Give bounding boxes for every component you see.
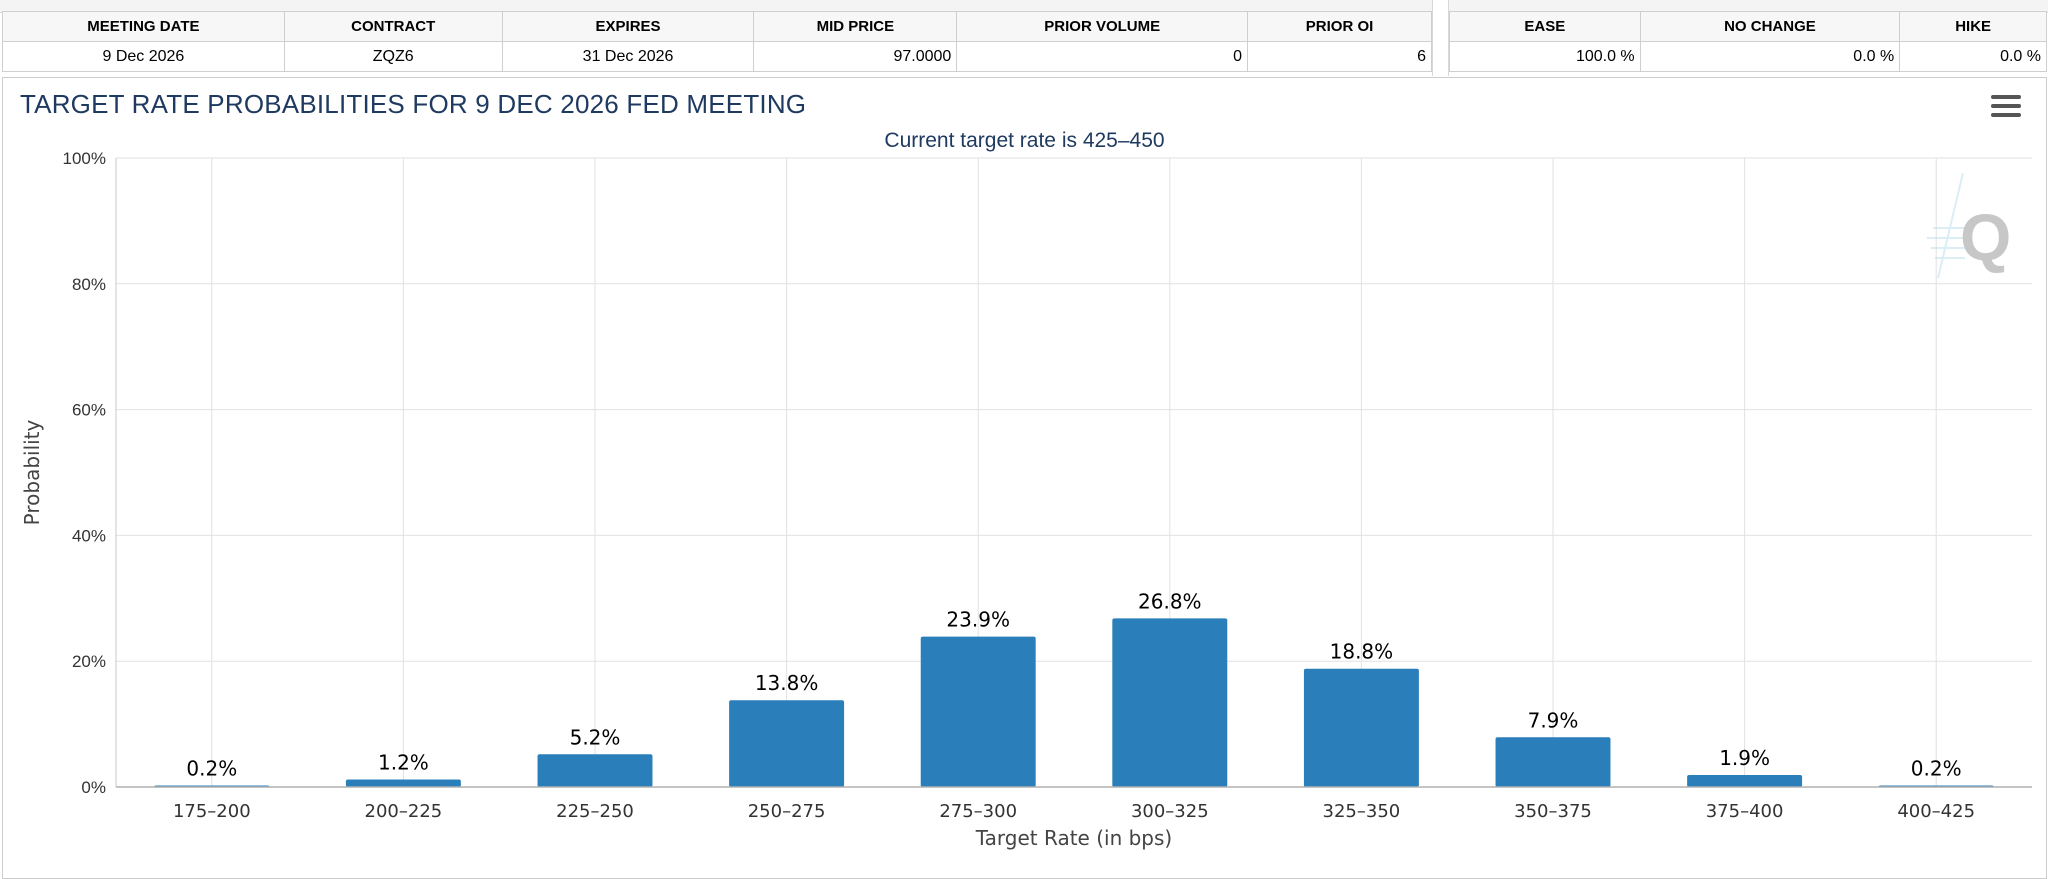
table-row: 100.0 % 0.0 % 0.0 % bbox=[1449, 41, 2047, 72]
chart-title: TARGET RATE PROBABILITIES FOR 9 DEC 2026… bbox=[20, 89, 807, 119]
header-meeting-date: MEETING DATE bbox=[2, 11, 285, 42]
x-tick-label: 250–275 bbox=[748, 801, 826, 822]
svg-text:Q: Q bbox=[1960, 200, 2011, 274]
data-label: 0.2% bbox=[1911, 757, 1962, 781]
x-tick-label: 275–300 bbox=[939, 801, 1017, 822]
chart-subtitle: Current target rate is 425–450 bbox=[884, 129, 1165, 152]
bar-325–350 bbox=[1303, 668, 1419, 787]
bars bbox=[154, 618, 1994, 787]
bar-225–250 bbox=[537, 754, 653, 787]
x-tick-label: 325–350 bbox=[1323, 801, 1401, 822]
q-logo-icon: Q bbox=[1927, 172, 2011, 279]
data-label: 0.2% bbox=[186, 757, 237, 781]
bar-chart: 0.2% 1.2% 5.2% 13.8% 23.9% 26.8% 18.8% 7.9% 1.9%… bbox=[20, 149, 2032, 850]
prob-table-header-row: EASE NO CHANGE HIKE bbox=[1449, 11, 2047, 42]
cell-prior-volume: 0 bbox=[956, 41, 1249, 72]
header-mid-price: MID PRICE bbox=[753, 11, 958, 42]
header-prior-volume: PRIOR VOLUME bbox=[956, 11, 1249, 42]
bar-350–375 bbox=[1495, 737, 1611, 787]
table-row: 9 Dec 2026 ZQZ6 31 Dec 2026 97.0000 0 6 bbox=[2, 41, 1432, 72]
header-hike: HIKE bbox=[1899, 11, 2047, 42]
data-label: 5.2% bbox=[570, 725, 621, 749]
y-tick-label: 20% bbox=[72, 652, 106, 671]
data-label: 7.9% bbox=[1528, 708, 1579, 732]
data-label: 1.9% bbox=[1719, 746, 1770, 770]
y-tick-label: 0% bbox=[81, 778, 106, 797]
data-label: 13.8% bbox=[755, 671, 819, 695]
x-axis-title: Target Rate (in bps) bbox=[975, 826, 1172, 850]
header-prior-oi: PRIOR OI bbox=[1247, 11, 1432, 42]
y-tick-label: 60% bbox=[72, 401, 106, 420]
x-tick-label: 375–400 bbox=[1706, 801, 1784, 822]
bar-200–225 bbox=[345, 779, 461, 787]
cell-no-change: 0.0 % bbox=[1639, 41, 1901, 72]
cell-mid-price: 97.0000 bbox=[753, 41, 958, 72]
header-no-change: NO CHANGE bbox=[1639, 11, 1901, 42]
header-contract: CONTRACT bbox=[283, 11, 503, 42]
cell-expires: 31 Dec 2026 bbox=[501, 41, 755, 72]
data-labels: 0.2% 1.2% 5.2% 13.8% 23.9% 26.8% 18.8% 7.9% 1.9%… bbox=[186, 589, 1961, 780]
x-tick-label: 175–200 bbox=[173, 801, 251, 822]
y-axis-title: Probability bbox=[20, 419, 44, 525]
x-tick-label: 225–250 bbox=[556, 801, 634, 822]
meeting-table-header-row: MEETING DATE CONTRACT EXPIRES MID PRICE … bbox=[2, 11, 1432, 42]
bar-375–400 bbox=[1687, 775, 1803, 787]
x-tick-label: 200–225 bbox=[365, 801, 443, 822]
header-ease: EASE bbox=[1449, 11, 1641, 42]
grid-lines bbox=[116, 157, 2032, 788]
cell-meeting-date: 9 Dec 2026 bbox=[2, 41, 285, 72]
data-label: 18.8% bbox=[1330, 640, 1394, 664]
meeting-info-table: MEETING DATE CONTRACT EXPIRES MID PRICE … bbox=[2, 11, 1432, 72]
y-tick-label: 100% bbox=[63, 149, 106, 168]
hamburger-menu-icon[interactable] bbox=[1991, 95, 2021, 121]
data-label: 23.9% bbox=[946, 608, 1010, 632]
probability-table: EASE NO CHANGE HIKE 100.0 % 0.0 % 0.0 % bbox=[1449, 11, 2047, 72]
table-divider bbox=[1432, 0, 1449, 76]
y-tick-label: 80% bbox=[72, 275, 106, 294]
cell-prior-oi: 6 bbox=[1247, 41, 1432, 72]
data-label: 1.2% bbox=[378, 750, 429, 774]
bar-250–275 bbox=[729, 700, 845, 787]
cell-contract: ZQZ6 bbox=[283, 41, 503, 72]
x-tick-label: 400–425 bbox=[1897, 801, 1975, 822]
axes: 0% 20% 40% 60% 80% 100% 175–200 200–225 225–250 2… bbox=[20, 149, 2032, 850]
chart-panel: 0.2% 1.2% 5.2% 13.8% 23.9% 26.8% 18.8% 7.9% 1.9%… bbox=[2, 77, 2047, 879]
header-expires: EXPIRES bbox=[501, 11, 755, 42]
cell-hike: 0.0 % bbox=[1899, 41, 2047, 72]
x-tick-label: 300–325 bbox=[1131, 801, 1209, 822]
bar-300–325 bbox=[1112, 618, 1228, 787]
bar-275–300 bbox=[920, 636, 1036, 787]
cell-ease: 100.0 % bbox=[1449, 41, 1641, 72]
x-tick-label: 350–375 bbox=[1514, 801, 1592, 822]
y-tick-label: 40% bbox=[72, 526, 106, 545]
data-label: 26.8% bbox=[1138, 589, 1202, 613]
